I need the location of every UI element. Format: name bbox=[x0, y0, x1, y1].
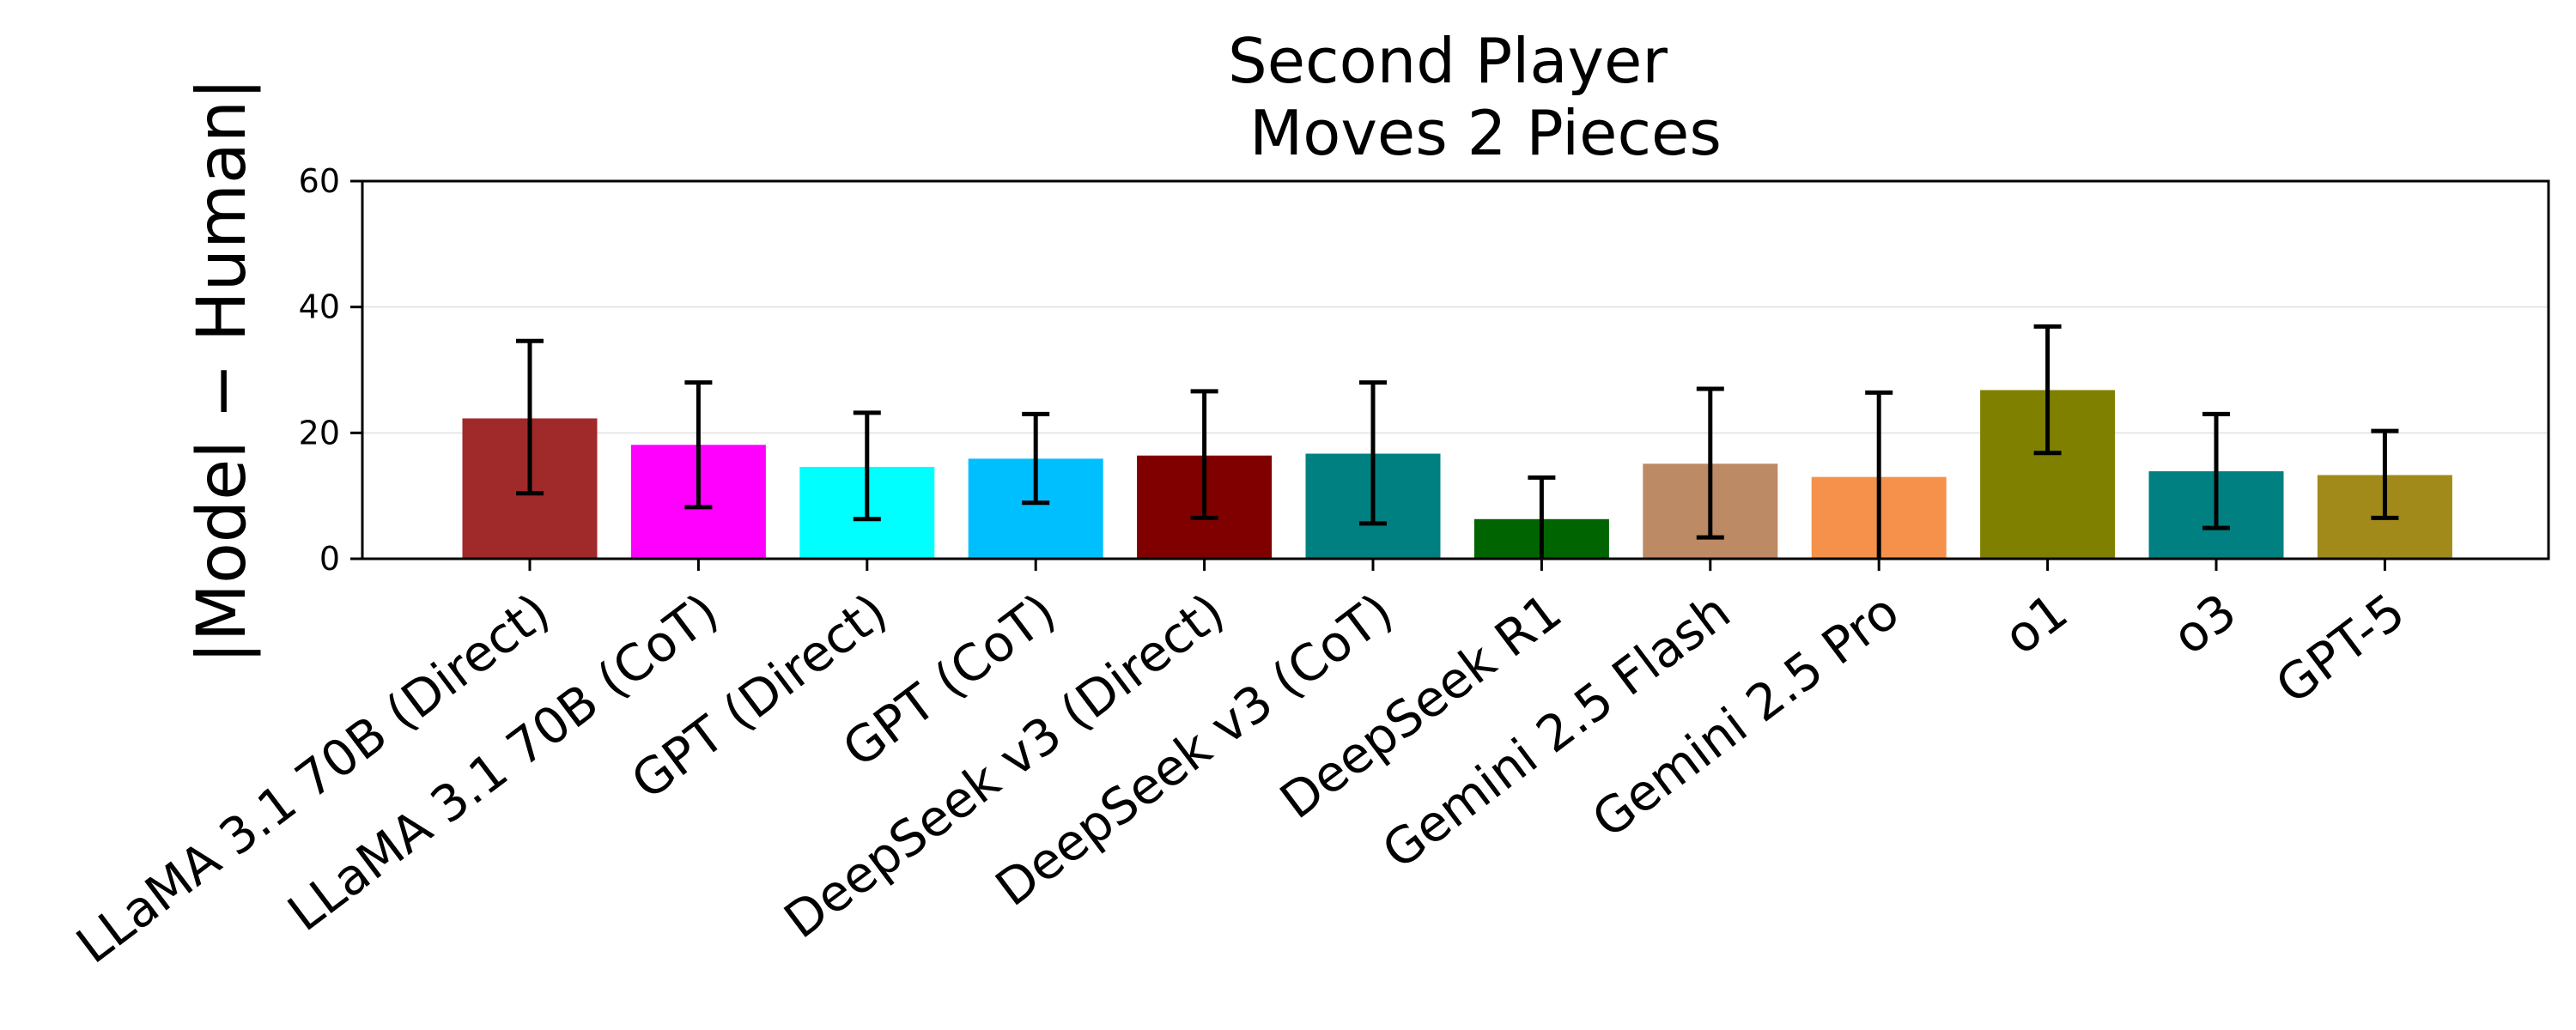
grid-lines bbox=[362, 306, 2549, 434]
y-tick-label: 0 bbox=[319, 540, 340, 578]
plot-frame bbox=[361, 179, 2550, 560]
error-bar bbox=[2202, 411, 2230, 530]
error-bar bbox=[1696, 386, 1724, 540]
chart-title: Second Player Moves 2 Pieces bbox=[1228, 25, 1722, 169]
error-bar bbox=[1865, 390, 1893, 559]
y-tick-label: 60 bbox=[299, 162, 340, 200]
chart-title-line-2: Moves 2 Pieces bbox=[1249, 97, 1722, 169]
x-tick-label: Gemini 2.5 Pro bbox=[1582, 582, 1910, 849]
x-tick-label: o1 bbox=[1994, 582, 2079, 666]
x-axis: LLaMA 3.1 70B (Direct)LLaMA 3.1 70B (CoT… bbox=[66, 559, 2415, 974]
error-bar bbox=[1190, 389, 1218, 520]
error-bar bbox=[1359, 380, 1387, 526]
x-tick-label: DeepSeek R1 bbox=[1269, 582, 1572, 830]
error-bar bbox=[516, 338, 544, 496]
error-bar bbox=[1022, 411, 1050, 506]
error-bar bbox=[1528, 475, 1556, 559]
error-bar bbox=[684, 380, 713, 510]
chart-title-line-1: Second Player bbox=[1228, 25, 1668, 97]
error-bars bbox=[516, 324, 2399, 559]
y-tick-label: 40 bbox=[299, 288, 340, 326]
error-bar bbox=[2371, 428, 2399, 520]
error-bar bbox=[2033, 324, 2062, 456]
y-tick-label: 20 bbox=[299, 414, 340, 451]
x-tick-label: o3 bbox=[2162, 582, 2247, 666]
error-bar bbox=[853, 410, 881, 522]
y-axis: 0 20 40 60 bbox=[299, 162, 362, 578]
bars bbox=[462, 390, 2452, 559]
x-tick-label: GPT-5 bbox=[2265, 582, 2415, 715]
y-axis-label: |Model − Human| bbox=[184, 78, 261, 664]
